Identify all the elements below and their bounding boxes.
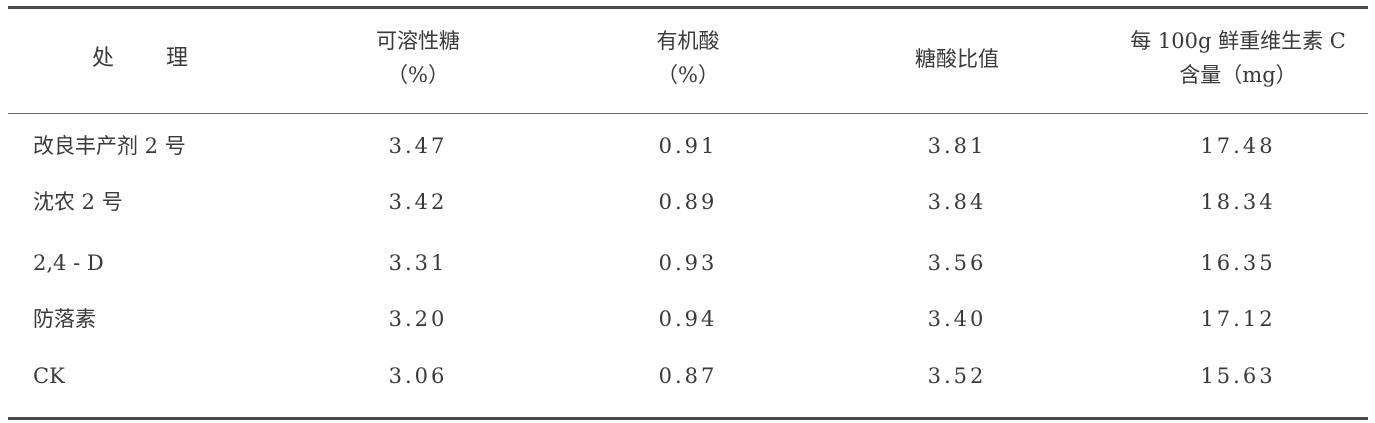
cell-organic-acid: 0.87 [658,364,718,388]
header-sugar-acid-ratio: 糖酸比值 [915,42,999,76]
cell-soluble-sugar: 3.31 [388,251,448,275]
header-organic-acid-line1: 有机酸 [656,29,720,53]
cell-soluble-sugar: 3.47 [388,134,448,158]
cell-soluble-sugar: 3.20 [388,307,448,331]
cell-treatment: 改良丰产剂 2 号 [33,134,186,158]
cell-treatment: CK [33,364,65,388]
cell-vitamin-c: 17.48 [1200,134,1276,158]
header-treatment-char1: 处 [92,46,115,71]
cell-organic-acid: 0.91 [658,134,718,158]
cell-treatment: 2,4 - D [33,251,104,275]
header-soluble-sugar-line2: （%） [387,63,449,87]
header-sugar-acid-ratio-line1: 糖酸比值 [915,47,999,71]
header-treatment: 处理 [92,42,188,76]
header-organic-acid: 有机酸 （%） [657,24,720,92]
cell-sugar-acid-ratio: 3.81 [927,134,987,158]
cell-treatment: 沈农 2 号 [33,190,123,214]
cell-soluble-sugar: 3.42 [388,190,448,214]
cell-organic-acid: 0.89 [658,190,718,214]
header-vitamin-c-line1: 每 100g 鲜重维生素 C [1130,29,1346,53]
cell-organic-acid: 0.93 [658,251,718,275]
header-organic-acid-line2: （%） [657,63,719,87]
header-vitamin-c: 每 100g 鲜重维生素 C 含量（mg） [1130,24,1346,92]
cell-organic-acid: 0.94 [658,307,718,331]
cell-sugar-acid-ratio: 3.56 [927,251,987,275]
cell-sugar-acid-ratio: 3.84 [927,190,987,214]
cell-sugar-acid-ratio: 3.40 [927,307,987,331]
cell-vitamin-c: 18.34 [1200,190,1276,214]
cell-vitamin-c: 16.35 [1200,251,1276,275]
cell-soluble-sugar: 3.06 [388,364,448,388]
cell-vitamin-c: 15.63 [1200,364,1276,388]
header-soluble-sugar: 可溶性糖 （%） [376,24,460,92]
table-top-rule [8,6,1368,9]
header-treatment-char2: 理 [166,46,189,71]
cell-sugar-acid-ratio: 3.52 [927,364,987,388]
table-header-rule [8,113,1368,114]
table-bottom-rule [8,417,1368,420]
header-soluble-sugar-line1: 可溶性糖 [376,29,460,53]
cell-treatment: 防落素 [33,307,96,331]
header-vitamin-c-line2: 含量（mg） [1179,63,1297,87]
cell-vitamin-c: 17.12 [1200,307,1276,331]
